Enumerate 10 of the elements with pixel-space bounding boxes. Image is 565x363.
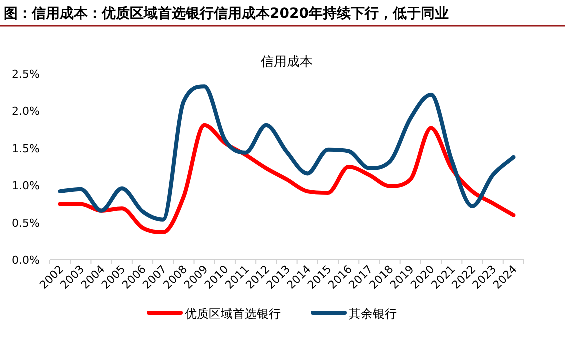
y-tick-label: 0.0% bbox=[12, 254, 40, 267]
y-tick-label: 1.5% bbox=[12, 142, 40, 156]
y-tick-label: 2.0% bbox=[12, 105, 40, 118]
legend-label: 其余银行 bbox=[349, 307, 397, 321]
title: 图：信用成本：优质区域首选银行信用成本2020年持续下行，低于同业 bbox=[4, 6, 449, 22]
y-tick-label: 0.5% bbox=[12, 216, 40, 230]
legend-label: 优质区域首选银行 bbox=[185, 307, 281, 321]
y-tick-label: 2.5% bbox=[12, 68, 40, 81]
subtitle: 信用成本 bbox=[261, 55, 313, 70]
y-tick-label: 1.0% bbox=[12, 180, 40, 193]
